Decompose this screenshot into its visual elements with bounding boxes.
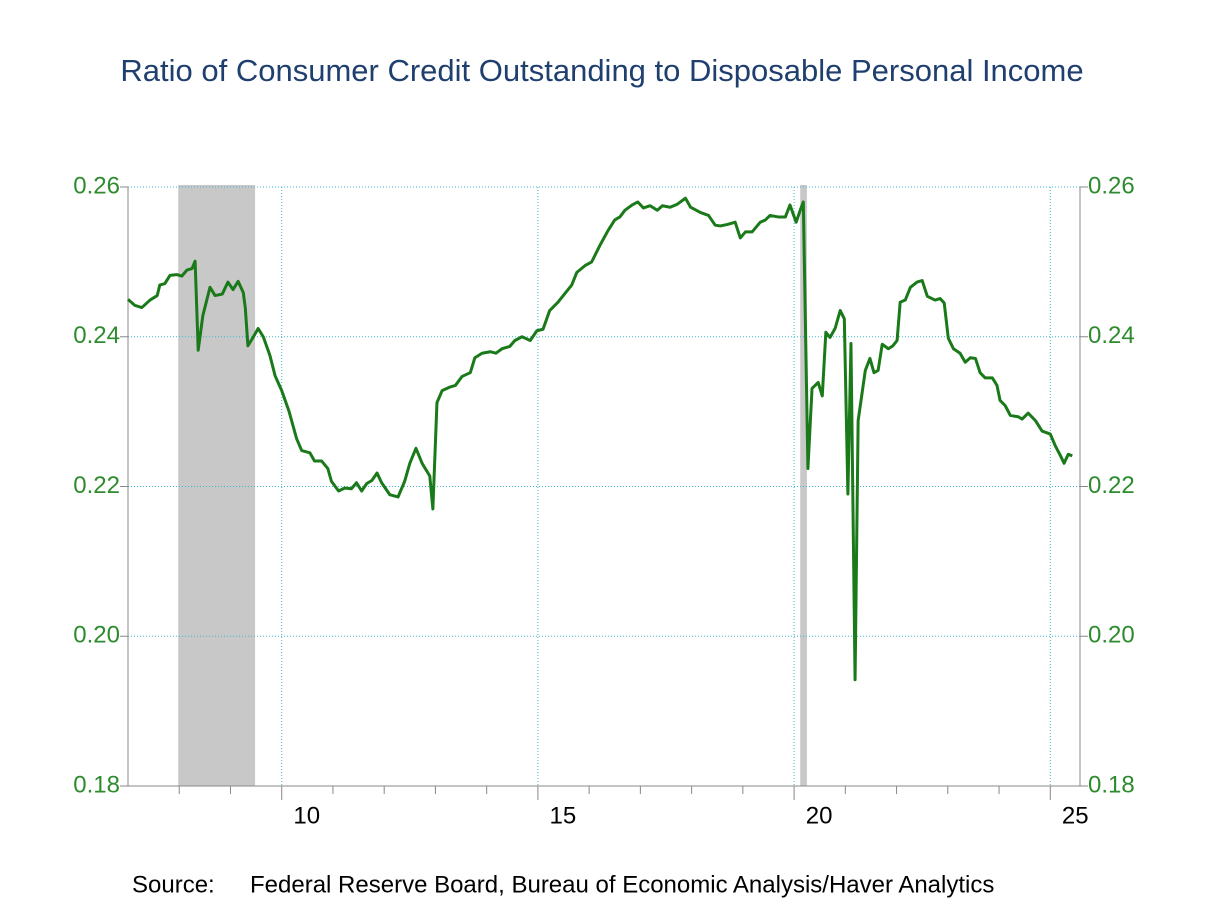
x-tick-label: 25: [1062, 802, 1089, 829]
y-tick-label: 0.22: [73, 472, 120, 499]
y2-tick-label: 0.18: [1088, 771, 1135, 798]
y-tick-label: 0.20: [73, 622, 120, 649]
y-tick-label: 0.26: [73, 172, 120, 199]
data-line: [126, 196, 1073, 682]
x-tick-label: 15: [550, 802, 577, 829]
x-tick-label: 10: [293, 802, 320, 829]
y2-tick-label: 0.24: [1088, 322, 1135, 349]
y-tick-label: 0.24: [73, 322, 120, 349]
y2-tick-label: 0.26: [1088, 172, 1135, 199]
recession-band: [800, 185, 807, 786]
source: Federal Reserve Board, Bureau of Economi…: [250, 871, 994, 898]
y2-tick-label: 0.22: [1088, 472, 1135, 499]
y2-tick-label: 0.20: [1088, 622, 1135, 649]
chart-title: Ratio of Consumer Credit Outstanding to …: [120, 53, 1083, 88]
recession-band: [178, 185, 256, 786]
source-label: Source:: [132, 871, 215, 898]
y-tick-label: 0.18: [73, 771, 120, 798]
x-tick-label: 20: [806, 802, 833, 829]
